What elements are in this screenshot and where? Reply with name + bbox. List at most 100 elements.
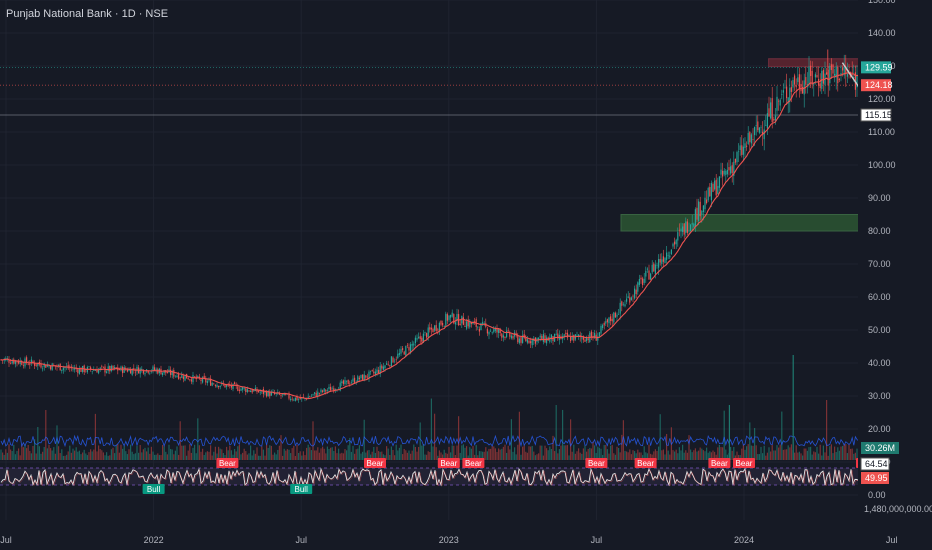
volume-bar: [162, 444, 164, 460]
volume-bar: [235, 451, 237, 460]
candle: [451, 309, 453, 318]
candle-body: [26, 357, 28, 363]
volume-bar: [418, 446, 420, 460]
candle: [797, 66, 799, 85]
volume-bar: [269, 445, 271, 460]
candle-body: [157, 369, 159, 374]
volume-bar: [245, 451, 247, 460]
candle-body: [318, 393, 320, 394]
candle: [605, 317, 607, 326]
volume-bar: [384, 455, 386, 460]
candle: [734, 158, 736, 165]
candle-body: [774, 115, 776, 121]
candle: [826, 67, 828, 76]
candle: [813, 82, 815, 97]
volume-bar: [491, 446, 493, 460]
volume-bar: [218, 446, 220, 460]
candle: [214, 384, 216, 388]
volume-bar: [581, 453, 583, 460]
candle: [587, 334, 589, 344]
candle-body: [488, 331, 490, 335]
volume-bar: [856, 448, 858, 460]
bear-signal: Bear: [364, 458, 386, 468]
candle-body: [357, 376, 359, 383]
volume-bar: [722, 447, 724, 460]
volume-bar: [45, 410, 47, 460]
candle: [464, 321, 466, 327]
candle-body: [747, 132, 749, 145]
volume-bar: [830, 444, 832, 460]
candle: [536, 337, 538, 345]
x-tick-label: 2024: [734, 535, 754, 545]
candle-body: [590, 331, 592, 338]
candle: [37, 362, 39, 370]
candle: [792, 77, 794, 92]
candle-body: [72, 369, 74, 370]
volume-bar: [354, 453, 356, 460]
candle-body: [706, 199, 708, 204]
volume-bar: [205, 452, 207, 460]
volume-bar: [62, 455, 64, 460]
candle-body: [611, 318, 613, 322]
volume-ma-line: [0, 434, 932, 448]
candle-body: [646, 268, 648, 270]
candle-body: [770, 102, 772, 119]
candle-body: [360, 374, 362, 379]
candle: [581, 332, 583, 344]
candle: [642, 276, 644, 288]
volume-bar: [784, 449, 786, 460]
candle-body: [528, 340, 530, 343]
candle-body: [290, 398, 292, 400]
candle: [397, 349, 399, 360]
candle-body: [531, 339, 533, 346]
volume-bar: [850, 448, 852, 460]
candle-body: [118, 369, 120, 370]
volume-bar: [264, 455, 266, 460]
volume-bar: [277, 449, 279, 460]
candle-body: [245, 388, 247, 393]
volume-bar: [10, 449, 12, 460]
candle-body: [581, 337, 583, 339]
volume-bar: [464, 447, 466, 460]
candle: [520, 336, 522, 346]
volume-bar: [301, 455, 303, 460]
candle-body: [122, 367, 124, 374]
candle: [707, 186, 709, 203]
volume-bar: [490, 448, 492, 460]
candle-body: [386, 363, 388, 365]
candle-body: [750, 134, 752, 144]
candle: [174, 375, 176, 378]
candle: [43, 362, 45, 371]
volume-bar: [432, 446, 434, 460]
candle-body: [77, 369, 79, 373]
volume-bar: [816, 446, 818, 460]
volume-bar: [546, 448, 548, 460]
volume-bar: [22, 447, 24, 460]
volume-bar: [320, 448, 322, 460]
candle-body: [782, 90, 784, 93]
volume-bar: [197, 418, 199, 460]
candle: [669, 251, 671, 260]
volume-bar: [762, 453, 764, 460]
candle-body: [88, 366, 90, 368]
candle-body: [242, 387, 244, 390]
volume-bar: [518, 411, 520, 460]
x-tick-label: Jul: [0, 535, 12, 545]
volume-bar: [614, 454, 616, 460]
volume-bar: [131, 451, 133, 460]
volume-bar: [141, 452, 143, 460]
volume-bar: [243, 448, 245, 460]
volume-bar: [125, 451, 127, 460]
candle-body: [293, 399, 295, 401]
candle-body: [309, 396, 311, 398]
candle-body: [291, 398, 293, 400]
candle-body: [264, 391, 266, 393]
volume-bar: [210, 445, 212, 460]
volume-bar: [842, 445, 844, 460]
volume-bar: [112, 447, 114, 460]
volume-bar: [293, 445, 295, 460]
volume-bar: [262, 449, 264, 460]
volume-bar: [104, 455, 106, 460]
candle-body: [16, 361, 18, 363]
